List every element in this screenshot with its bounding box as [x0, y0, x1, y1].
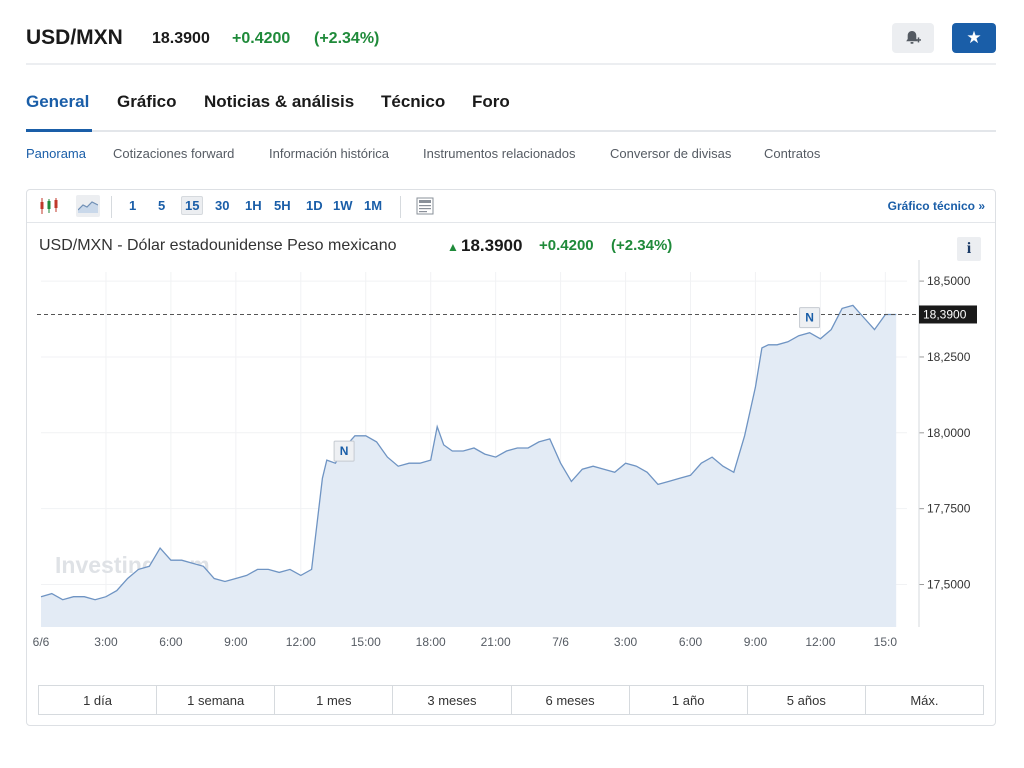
x-tick-label: 3:00 — [614, 635, 638, 649]
chart-price: 18.3900 — [461, 236, 523, 255]
tab-tecnico[interactable]: Técnico — [381, 92, 446, 111]
interval-1d[interactable]: 1D — [306, 198, 323, 213]
range-max[interactable]: Máx. — [910, 692, 939, 708]
y-tick-label: 18,0000 — [927, 426, 971, 440]
price-change: +0.4200 — [232, 30, 291, 47]
add-watchlist-button[interactable]: ★ — [952, 23, 996, 53]
candlestick-icon[interactable] — [37, 195, 61, 217]
x-tick-label: 9:00 — [744, 635, 768, 649]
range-1-dia[interactable]: 1 día — [39, 686, 158, 714]
star-icon: ★ — [966, 28, 982, 47]
range-1-ano[interactable]: 1 año — [630, 686, 748, 714]
subnav-informacion-historica[interactable]: Información histórica — [269, 146, 389, 161]
x-tick-label: 18:00 — [416, 635, 446, 649]
interval-5[interactable]: 5 — [158, 198, 166, 213]
instrument-name: USD/MXN — [26, 26, 123, 49]
news-list-icon[interactable] — [413, 195, 437, 217]
x-tick-label: 12:00 — [286, 635, 316, 649]
y-tick-label: 18,2500 — [927, 350, 971, 364]
subnav-conversor-divisas[interactable]: Conversor de divisas — [610, 146, 732, 161]
tab-noticias[interactable]: Noticias & análisis — [204, 92, 355, 111]
chart-toolbar: 1 5 15 30 1H 5H 1D 1W 1M Gráfico técnico… — [27, 190, 995, 223]
news-marker-label: N — [805, 311, 814, 325]
subnav-panorama[interactable]: Panorama — [26, 146, 86, 161]
subnav-cotizaciones-forward[interactable]: Cotizaciones forward — [113, 146, 235, 161]
news-marker — [799, 307, 821, 329]
y-tick-label: 17,7500 — [927, 502, 971, 516]
subnav-contratos[interactable]: Contratos — [764, 146, 821, 161]
header-divider — [26, 63, 996, 65]
price-area-fill — [41, 305, 897, 627]
tab-general[interactable]: General — [26, 92, 90, 111]
toolbar-divider-2 — [400, 196, 401, 218]
range-1-mes[interactable]: 1 mes — [275, 686, 394, 714]
price-line — [40, 304, 897, 601]
technical-chart-link[interactable]: Gráfico técnico » — [887, 199, 985, 213]
y-tick-label: 17,5000 — [927, 578, 971, 592]
chart-title: USD/MXN - Dólar estadounidense Peso mexi… — [39, 237, 397, 254]
x-tick-label: 6:00 — [159, 635, 183, 649]
x-tick-label: 21:00 — [481, 635, 511, 649]
interval-15[interactable]: 15 — [181, 196, 204, 215]
x-tick-label: 3:00 — [94, 635, 118, 649]
sub-navigation: Panorama Cotizaciones forward Informació… — [26, 146, 996, 166]
interval-1[interactable]: 1 — [129, 198, 137, 213]
instrument-header: USD/MXN 18.3900 +0.4200 (+2.34%) ★ — [26, 22, 996, 64]
main-tabs: General Gráfico Noticias & análisis Técn… — [26, 90, 996, 132]
info-icon[interactable]: i — [957, 237, 981, 261]
current-price-tag — [919, 305, 977, 324]
chart-card: 1 5 15 30 1H 5H 1D 1W 1M Gráfico técnico… — [26, 189, 996, 726]
current-price-label: 18,3900 — [923, 307, 967, 321]
interval-5h[interactable]: 5H — [274, 198, 291, 213]
bell-plus-icon — [906, 31, 921, 44]
toolbar-divider — [111, 196, 112, 218]
x-tick-label: 7/6 — [552, 635, 569, 649]
price-chart[interactable]: 6/6 3:00 6:00 9:00 12:00 15:00 18:00 21:00 7/6 3:… — [27, 190, 995, 680]
tab-grafico[interactable]: Gráfico — [117, 92, 177, 111]
range-3-meses[interactable]: 3 meses — [393, 686, 512, 714]
y-tick-label: 18,5000 — [927, 274, 971, 288]
chart-change: +0.4200 — [539, 237, 594, 254]
interval-30[interactable]: 30 — [215, 198, 230, 213]
last-price: 18.3900 — [152, 30, 210, 47]
active-tab-indicator — [26, 129, 92, 132]
news-marker — [333, 440, 355, 462]
price-change-percent: (+2.34%) — [314, 30, 380, 47]
subnav-instrumentos-relacionados[interactable]: Instrumentos relacionados — [423, 146, 576, 161]
interval-1h[interactable]: 1H — [245, 198, 262, 213]
x-tick-label: 15:0 — [874, 635, 898, 649]
x-tick-label: 15:00 — [351, 635, 381, 649]
x-tick-label: 12:00 — [805, 635, 835, 649]
arrow-up-icon: ▲ — [447, 240, 459, 254]
range-5-anos[interactable]: 5 años — [748, 686, 866, 714]
x-tick-label: 6/6 — [33, 635, 50, 649]
interval-1m[interactable]: 1M — [364, 198, 383, 213]
interval-1w[interactable]: 1W — [333, 198, 353, 213]
chart-change-percent: (+2.34%) — [611, 237, 673, 254]
tab-foro[interactable]: Foro — [472, 92, 510, 111]
news-marker-label: N — [340, 444, 349, 458]
range-1-semana[interactable]: 1 semana — [157, 686, 276, 714]
x-tick-label: 9:00 — [224, 635, 248, 649]
time-range-selector: 1 día 1 semana 1 mes 3 meses 6 meses 1 a… — [38, 685, 984, 715]
x-tick-label: 6:00 — [679, 635, 703, 649]
create-alert-button[interactable] — [892, 23, 934, 53]
area-chart-icon[interactable] — [76, 195, 100, 217]
range-6-meses[interactable]: 6 meses — [512, 686, 630, 714]
